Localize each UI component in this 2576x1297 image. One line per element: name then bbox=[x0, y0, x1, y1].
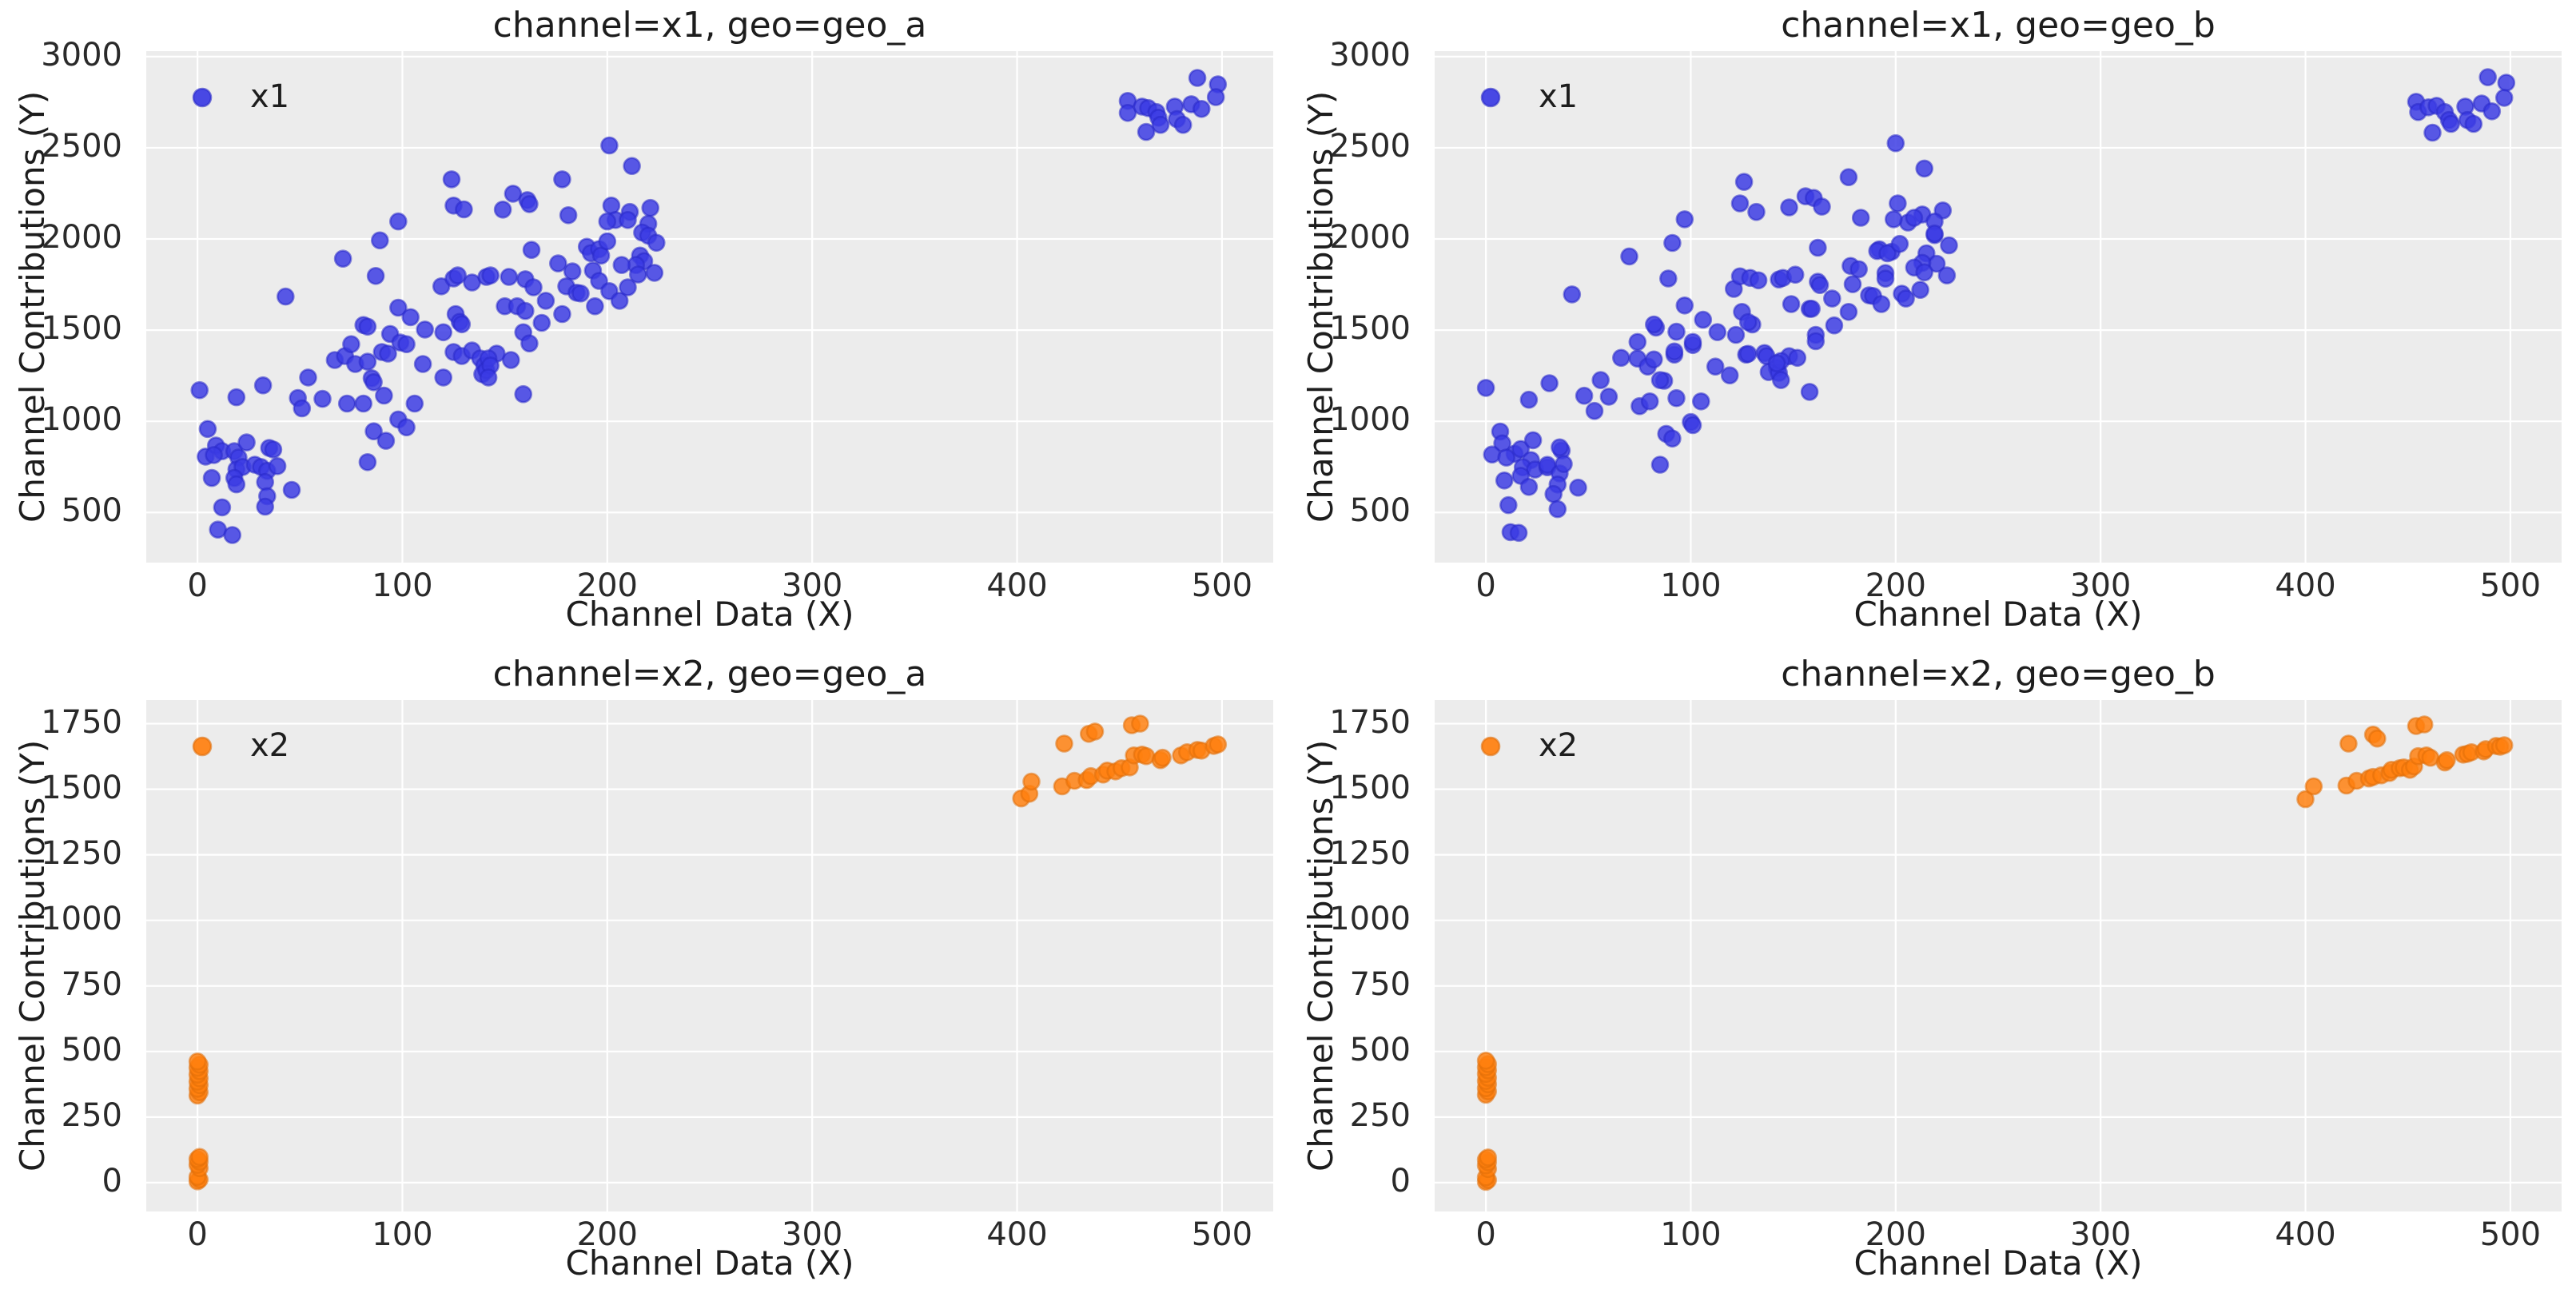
y-tick-labels: 500 1000 1500 2000 2500 3000 bbox=[1288, 37, 1422, 563]
scatter-plot bbox=[146, 51, 1273, 563]
x-tick: 200 bbox=[1865, 567, 1926, 604]
y-tick: 0 bbox=[102, 1163, 122, 1200]
x-tick: 500 bbox=[1191, 1216, 1253, 1253]
legend-label: x1 bbox=[250, 78, 290, 115]
y-tick: 1500 bbox=[41, 769, 122, 806]
x-axis-label: Channel Data (X) bbox=[1853, 595, 2143, 634]
x-tick: 500 bbox=[2479, 1216, 2542, 1253]
y-tick: 500 bbox=[1349, 492, 1411, 530]
x-tick: 200 bbox=[576, 1216, 638, 1253]
x-tick-labels: 0 100 200 300 400 500 bbox=[146, 567, 1273, 604]
panel-title: channel=x1, geo=geo_a bbox=[492, 5, 927, 46]
panel-x1-geo-a: channel=x1, geo=geo_a Channel Contributi… bbox=[0, 0, 1288, 648]
y-tick-labels: 500 1000 1500 2000 2500 3000 bbox=[0, 37, 133, 563]
y-tick: 1750 bbox=[1329, 703, 1411, 741]
y-tick: 1250 bbox=[1329, 834, 1411, 872]
x-tick: 100 bbox=[372, 1216, 433, 1253]
x-tick: 200 bbox=[1865, 1216, 1926, 1253]
y-tick: 1750 bbox=[41, 703, 122, 741]
y-tick-labels: 0 250 500 750 1000 1250 1500 1750 bbox=[0, 700, 133, 1211]
y-tick: 500 bbox=[1349, 1031, 1411, 1068]
panel-x2-geo-a: channel=x2, geo=geo_a Channel Contributi… bbox=[0, 649, 1288, 1297]
x-tick: 100 bbox=[372, 567, 433, 604]
y-tick: 1000 bbox=[41, 900, 122, 937]
x-tick-labels: 0 100 200 300 400 500 bbox=[1435, 567, 2562, 604]
y-tick: 2500 bbox=[41, 128, 122, 165]
x-tick: 400 bbox=[986, 567, 1048, 604]
panel-x1-geo-b: channel=x1, geo=geo_b Channel Contributi… bbox=[1288, 0, 2576, 648]
scatter-plot bbox=[146, 700, 1273, 1211]
y-tick: 3000 bbox=[1329, 37, 1411, 74]
scatter-plot bbox=[1435, 51, 2562, 563]
x-tick: 100 bbox=[1660, 1216, 1722, 1253]
x-axis-label: Channel Data (X) bbox=[565, 1243, 854, 1283]
legend-label: x1 bbox=[1539, 78, 1579, 115]
panel-title: channel=x2, geo=geo_b bbox=[1781, 654, 2216, 694]
y-tick: 2500 bbox=[1329, 128, 1411, 165]
x-tick-labels: 0 100 200 300 400 500 bbox=[146, 1216, 1273, 1253]
x-tick: 300 bbox=[781, 1216, 843, 1253]
panel-x2-geo-b: channel=x2, geo=geo_b Channel Contributi… bbox=[1288, 649, 2576, 1297]
x-tick: 500 bbox=[1191, 567, 1253, 604]
y-tick: 500 bbox=[61, 1031, 122, 1068]
y-tick-labels: 0 250 500 750 1000 1250 1500 1750 bbox=[1288, 700, 1422, 1211]
y-tick: 250 bbox=[61, 1097, 122, 1135]
scatter-plot bbox=[1435, 700, 2562, 1211]
x-tick: 400 bbox=[2275, 1216, 2336, 1253]
y-tick: 250 bbox=[1349, 1097, 1411, 1135]
legend-label: x2 bbox=[1539, 727, 1579, 764]
y-tick: 0 bbox=[1390, 1163, 1411, 1200]
x-tick: 300 bbox=[781, 567, 843, 604]
x-axis-label: Channel Data (X) bbox=[565, 595, 854, 634]
y-tick: 3000 bbox=[41, 37, 122, 74]
panel-title: channel=x2, geo=geo_a bbox=[492, 654, 927, 694]
x-tick: 0 bbox=[1475, 1216, 1496, 1253]
y-tick: 1500 bbox=[1329, 769, 1411, 806]
x-tick: 500 bbox=[2479, 567, 2542, 604]
x-tick: 400 bbox=[2275, 567, 2336, 604]
x-tick: 100 bbox=[1660, 567, 1722, 604]
x-tick: 200 bbox=[576, 567, 638, 604]
x-tick: 0 bbox=[187, 567, 208, 604]
y-tick: 1250 bbox=[41, 834, 122, 872]
legend-label: x2 bbox=[250, 727, 290, 764]
y-tick: 500 bbox=[61, 492, 122, 530]
x-tick: 0 bbox=[187, 1216, 208, 1253]
y-tick: 1500 bbox=[41, 310, 122, 348]
y-tick: 1000 bbox=[1329, 401, 1411, 439]
y-tick: 750 bbox=[61, 965, 122, 1003]
y-tick: 2000 bbox=[1329, 219, 1411, 257]
y-tick: 750 bbox=[1349, 965, 1411, 1003]
y-tick: 1000 bbox=[1329, 900, 1411, 937]
y-tick: 1000 bbox=[41, 401, 122, 439]
x-tick: 300 bbox=[2069, 1216, 2132, 1253]
x-axis-label: Channel Data (X) bbox=[1853, 1243, 2143, 1283]
panel-title: channel=x1, geo=geo_b bbox=[1781, 5, 2216, 46]
x-tick: 300 bbox=[2069, 567, 2132, 604]
y-tick: 2000 bbox=[41, 219, 122, 257]
x-tick-labels: 0 100 200 300 400 500 bbox=[1435, 1216, 2562, 1253]
x-tick: 0 bbox=[1475, 567, 1496, 604]
x-tick: 400 bbox=[986, 1216, 1048, 1253]
y-tick: 1500 bbox=[1329, 310, 1411, 348]
